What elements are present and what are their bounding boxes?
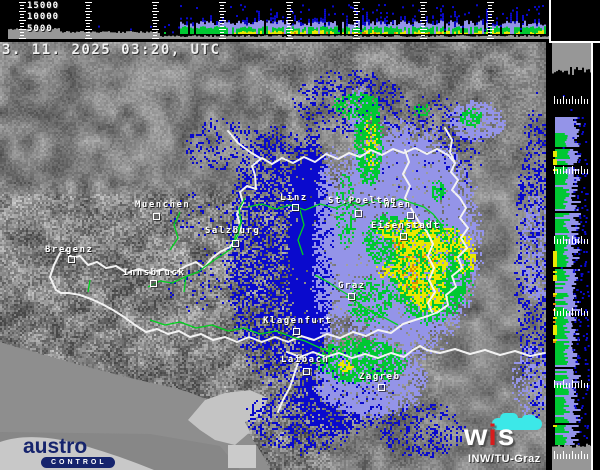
altitude-label-10000: 10000 <box>27 12 60 22</box>
city-markers-layer: Muenchen Salzburg Linz St.Poelten Wien Eisens… <box>0 42 546 470</box>
panel-divider-vertical <box>549 0 551 43</box>
logo-swoosh <box>0 437 154 470</box>
city-label-zagreb: Zagreb <box>359 372 401 382</box>
cloud-icon <box>492 413 542 430</box>
city-marker <box>292 204 299 211</box>
city-label-muenchen: Muenchen <box>135 200 191 210</box>
river-isar <box>169 211 181 251</box>
river-danube <box>247 198 447 237</box>
city-label-salzburg: Salzburg <box>205 226 261 236</box>
city-label-linz: Linz <box>280 193 308 203</box>
austro-wordmark: austro <box>23 435 88 458</box>
wis-wordmark: wis <box>464 421 515 451</box>
control-badge: CONTROL <box>41 457 115 468</box>
slovakia-border <box>444 127 456 164</box>
wis-letter-i: i <box>488 419 498 452</box>
city-label-innsbruck: Innsbruck <box>123 268 186 278</box>
south-border <box>286 345 546 359</box>
city-label-wien: Wien <box>384 200 412 210</box>
austro-control-logo: austro CONTROL <box>0 428 170 470</box>
city-marker <box>355 210 362 217</box>
city-marker <box>303 368 310 375</box>
hungary-border <box>402 149 436 313</box>
city-marker <box>400 233 407 240</box>
timestamp: 3. 11. 2025 03:20, UTC <box>2 42 221 58</box>
city-marker <box>153 213 160 220</box>
wis-letter-s: s <box>497 419 516 452</box>
river-tributary-1 <box>87 279 91 293</box>
panel-divider-horizontal <box>549 41 600 43</box>
city-label-klagenfurt: Klagenfurt <box>263 316 333 326</box>
right-panel-border <box>591 43 593 470</box>
wis-logo: wis INW/TU-Graz <box>452 413 546 470</box>
river-drau <box>149 319 331 353</box>
istria-border <box>277 356 301 413</box>
river-tributary-2 <box>183 275 187 293</box>
river-inn <box>147 197 246 288</box>
altitude-label-5000: 5000 <box>27 24 53 34</box>
precipitation-layer <box>0 42 546 470</box>
city-label-laibach: Laibach <box>281 355 330 365</box>
city-marker <box>150 280 157 287</box>
city-marker <box>407 212 414 219</box>
city-marker <box>293 328 300 335</box>
city-label-stpoelten: St.Poelten <box>328 196 398 206</box>
czech-border <box>227 130 261 159</box>
river-mur <box>314 274 399 326</box>
credit-text: INW/TU-Graz <box>468 453 541 465</box>
city-marker <box>232 240 239 247</box>
city-marker <box>68 256 75 263</box>
vertical-cross-section-top <box>0 0 549 42</box>
vertical-cross-section-right <box>552 43 591 470</box>
city-marker <box>348 293 355 300</box>
city-label-graz: Graz <box>338 281 366 291</box>
altitude-label-15000: 15000 <box>27 1 60 11</box>
city-label-eisenstadt: Eisenstadt <box>371 221 441 231</box>
borders-rivers-overlay <box>49 127 546 413</box>
wis-letter-w: w <box>464 419 489 452</box>
city-label-bregenz: Bregenz <box>45 245 94 255</box>
city-marker <box>378 384 385 391</box>
map-area: Muenchen Salzburg Linz St.Poelten Wien Eisens… <box>0 42 546 470</box>
river-enns <box>297 209 305 256</box>
